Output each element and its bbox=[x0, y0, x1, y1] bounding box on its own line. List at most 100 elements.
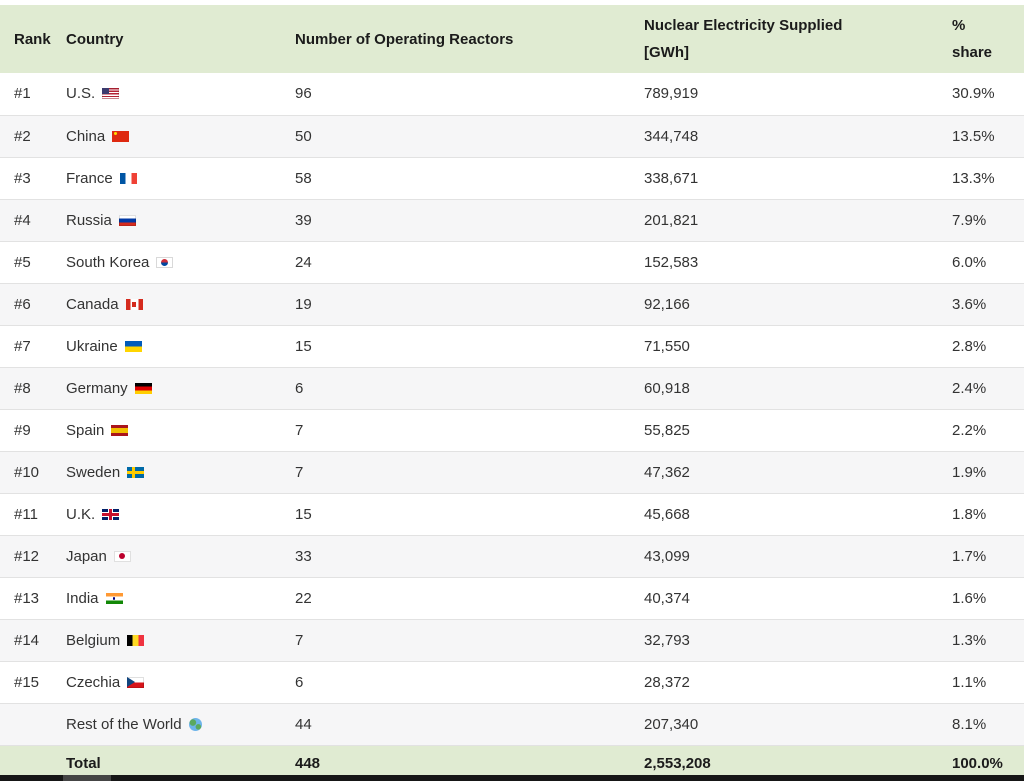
table-row: #1 U.S. 96 789,919 30.9% bbox=[0, 73, 1024, 116]
country-cell: South Korea bbox=[52, 241, 281, 284]
horizontal-scrollbar[interactable] bbox=[0, 775, 1024, 781]
table-row: #14 Belgium 7 32,793 1.3% bbox=[0, 619, 1024, 662]
country-name: Czechia bbox=[66, 673, 121, 691]
china-flag-icon bbox=[112, 130, 130, 142]
table-row: #9 Spain 7 55,825 2.2% bbox=[0, 409, 1024, 452]
gwh-cell: 47,362 bbox=[630, 451, 938, 494]
table-row: #2 China 50 344,748 13.5% bbox=[0, 115, 1024, 158]
country-cell: Czechia bbox=[52, 661, 281, 704]
col-header-share-label-line2: share bbox=[952, 44, 993, 61]
country-cell: U.K. bbox=[52, 493, 281, 536]
header-row: Rank Country Number of Operating Reactor… bbox=[0, 5, 1024, 73]
table-row: #15 Czechia 6 28,372 1.1% bbox=[0, 661, 1024, 704]
gwh-cell: 789,919 bbox=[630, 73, 938, 116]
country-name: Sweden bbox=[66, 463, 121, 481]
country-name: Spain bbox=[66, 421, 105, 439]
table-row: #5 South Korea 24 152,583 6.0% bbox=[0, 241, 1024, 284]
reactors-cell: 7 bbox=[281, 409, 630, 452]
country-cell: Germany bbox=[52, 367, 281, 410]
share-cell: 30.9% bbox=[938, 73, 1024, 116]
czechia-flag-icon bbox=[127, 676, 145, 688]
col-header-gwh-label-line2: [GWh] bbox=[644, 44, 689, 61]
horizontal-scrollbar-thumb[interactable] bbox=[63, 775, 111, 781]
gwh-cell: 71,550 bbox=[630, 325, 938, 368]
col-header-gwh: Nuclear Electricity Supplied [GWh] bbox=[630, 5, 938, 73]
gwh-cell: 344,748 bbox=[630, 115, 938, 158]
share-cell: 1.8% bbox=[938, 493, 1024, 536]
rank-cell: #3 bbox=[0, 157, 52, 200]
gwh-cell: 28,372 bbox=[630, 661, 938, 704]
table-body: #1 U.S. 96 789,919 30.9% #2 China 50 344,748 13.5… bbox=[0, 73, 1024, 746]
rank-cell: #15 bbox=[0, 661, 52, 704]
ukraine-flag-icon bbox=[124, 340, 142, 352]
gwh-cell: 152,583 bbox=[630, 241, 938, 284]
reactors-cell: 24 bbox=[281, 241, 630, 284]
col-header-rank: Rank bbox=[0, 5, 52, 73]
country-name: Ukraine bbox=[66, 337, 118, 355]
gwh-cell: 55,825 bbox=[630, 409, 938, 452]
gwh-cell: 43,099 bbox=[630, 535, 938, 578]
country-name: Russia bbox=[66, 211, 112, 229]
gwh-cell: 338,671 bbox=[630, 157, 938, 200]
reactors-cell: 6 bbox=[281, 661, 630, 704]
country-name: Japan bbox=[66, 547, 107, 565]
reactors-cell: 7 bbox=[281, 619, 630, 662]
rank-cell: #7 bbox=[0, 325, 52, 368]
col-header-share: % share bbox=[938, 5, 1024, 73]
gwh-cell: 92,166 bbox=[630, 283, 938, 326]
rank-cell: #2 bbox=[0, 115, 52, 158]
france-flag-icon bbox=[119, 172, 137, 184]
gwh-cell: 32,793 bbox=[630, 619, 938, 662]
col-header-country-label: Country bbox=[66, 30, 124, 48]
col-header-rank-label: Rank bbox=[14, 30, 51, 48]
india-flag-icon bbox=[105, 592, 123, 604]
rank-cell: #9 bbox=[0, 409, 52, 452]
country-cell: Belgium bbox=[52, 619, 281, 662]
germany-flag-icon bbox=[134, 382, 152, 394]
share-cell: 8.1% bbox=[938, 703, 1024, 746]
country-cell: Japan bbox=[52, 535, 281, 578]
country-name: U.K. bbox=[66, 505, 96, 523]
rank-cell: #6 bbox=[0, 283, 52, 326]
country-name: Rest of the World bbox=[66, 715, 182, 733]
share-cell: 1.9% bbox=[938, 451, 1024, 494]
share-cell: 3.6% bbox=[938, 283, 1024, 326]
table-row: #3 France 58 338,671 13.3% bbox=[0, 157, 1024, 200]
share-cell: 1.1% bbox=[938, 661, 1024, 704]
rank-cell: #14 bbox=[0, 619, 52, 662]
country-cell: U.S. bbox=[52, 73, 281, 116]
rank-cell: #13 bbox=[0, 577, 52, 620]
country-name: South Korea bbox=[66, 253, 150, 271]
table-row: #13 India 22 40,374 1.6% bbox=[0, 577, 1024, 620]
reactors-cell: 19 bbox=[281, 283, 630, 326]
reactors-cell: 50 bbox=[281, 115, 630, 158]
table-row: #7 Ukraine 15 71,550 2.8% bbox=[0, 325, 1024, 368]
reactors-cell: 6 bbox=[281, 367, 630, 410]
table-row: #11 U.K. 15 45,668 1.8% bbox=[0, 493, 1024, 536]
col-header-reactors-label: Number of Operating Reactors bbox=[295, 30, 514, 48]
country-cell: India bbox=[52, 577, 281, 620]
rank-cell bbox=[0, 703, 52, 746]
globe-icon bbox=[188, 717, 202, 731]
share-cell: 13.5% bbox=[938, 115, 1024, 158]
country-cell: Sweden bbox=[52, 451, 281, 494]
gwh-cell: 201,821 bbox=[630, 199, 938, 242]
rank-cell: #12 bbox=[0, 535, 52, 578]
rank-cell: #10 bbox=[0, 451, 52, 494]
gwh-cell: 207,340 bbox=[630, 703, 938, 746]
country-cell: Canada bbox=[52, 283, 281, 326]
rank-cell: #8 bbox=[0, 367, 52, 410]
reactors-cell: 39 bbox=[281, 199, 630, 242]
reactors-cell: 15 bbox=[281, 325, 630, 368]
country-name: Germany bbox=[66, 379, 128, 397]
col-header-country: Country bbox=[52, 5, 281, 73]
table-row: #6 Canada 19 92,166 3.6% bbox=[0, 283, 1024, 326]
reactors-cell: 33 bbox=[281, 535, 630, 578]
reactors-cell: 22 bbox=[281, 577, 630, 620]
reactors-cell: 15 bbox=[281, 493, 630, 536]
country-cell: Ukraine bbox=[52, 325, 281, 368]
share-cell: 2.4% bbox=[938, 367, 1024, 410]
table-row: Rest of the World 44 207,340 8.1% bbox=[0, 703, 1024, 746]
canada-flag-icon bbox=[125, 298, 143, 310]
uk-flag-icon bbox=[102, 508, 120, 520]
